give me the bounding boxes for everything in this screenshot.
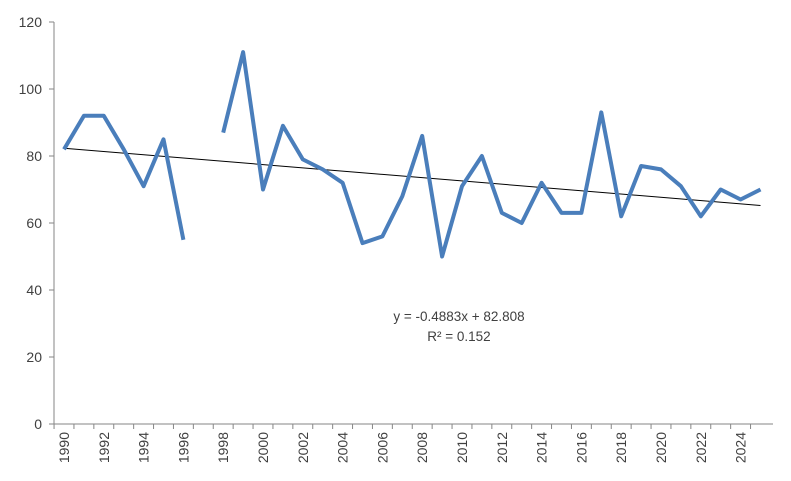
series-line-segment: [221, 50, 762, 259]
x-tick-label: 2000: [255, 432, 271, 463]
x-tick-label: 2014: [534, 432, 550, 463]
x-tick-label: 1990: [56, 432, 72, 463]
x-tick-label: 1998: [215, 432, 231, 463]
x-tick-label: 2004: [335, 432, 351, 463]
y-tick-label: 40: [26, 282, 42, 298]
x-tick-label: 2020: [653, 432, 669, 463]
trendline-r2-text: R² = 0.152: [427, 329, 490, 344]
x-tick-label: 2002: [295, 432, 311, 463]
axes: [53, 22, 773, 425]
trendline-group: [63, 147, 761, 206]
series-line-segment: [62, 113, 186, 241]
x-tick-label: 1992: [96, 432, 112, 463]
trendline-equation: y = -0.4883x + 82.808 R² = 0.152: [393, 309, 524, 344]
x-tick-label: 2012: [494, 432, 510, 463]
x-tick-label: 2010: [454, 432, 470, 463]
y-tick-label: 100: [19, 81, 43, 97]
trendline: [63, 147, 761, 206]
x-axis-ticks: 1990 1992 1994 1996 1998 2000 2002 2004 2006 2008…: [53, 424, 752, 463]
y-tick-label: 120: [19, 14, 43, 30]
x-tick-label: 2022: [693, 432, 709, 463]
series-group: [62, 50, 762, 259]
y-tick-label: 0: [34, 416, 42, 432]
y-tick-label: 20: [26, 349, 42, 365]
x-tick-label: 2016: [573, 432, 589, 463]
x-tick-label: 2018: [613, 432, 629, 463]
trendline-equation-text: y = -0.4883x + 82.808: [393, 309, 524, 324]
y-tick-label: 80: [26, 148, 42, 164]
x-tick-label: 2024: [733, 432, 749, 463]
x-tick-label: 1994: [136, 432, 152, 463]
x-tick-label: 2006: [374, 432, 390, 463]
y-axis-ticks: 0 20 40 60 80 100 120: [19, 14, 54, 432]
y-tick-label: 60: [26, 215, 42, 231]
x-tick-label: 1996: [175, 432, 191, 463]
x-tick-label: 2008: [414, 432, 430, 463]
